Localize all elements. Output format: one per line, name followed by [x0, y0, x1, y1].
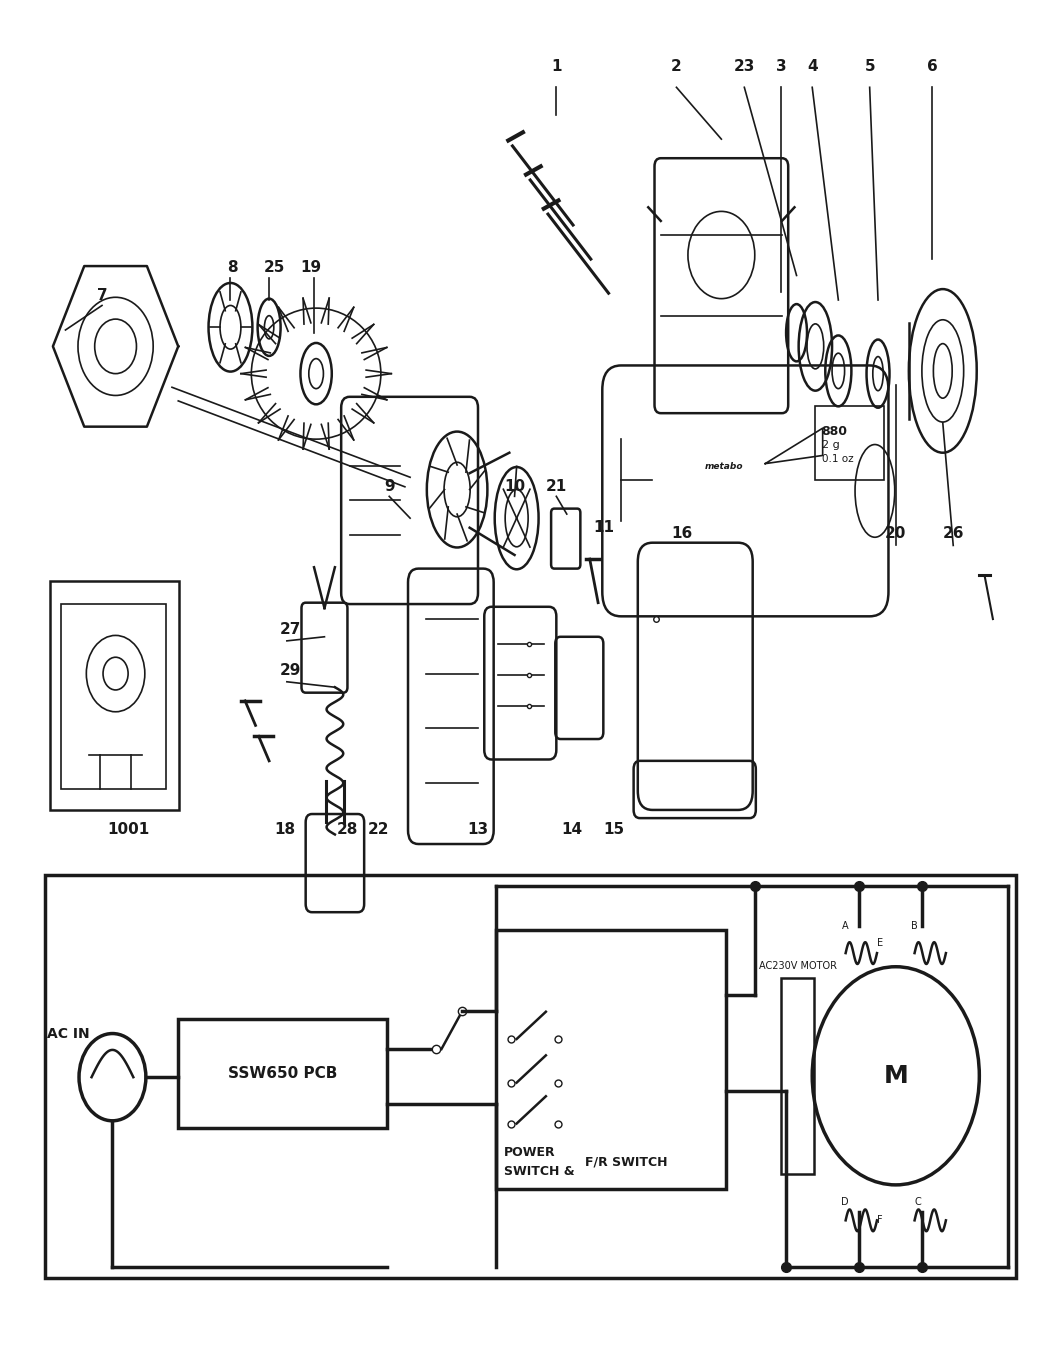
Text: SWITCH &: SWITCH & [504, 1165, 574, 1179]
Bar [781, 977, 815, 1175]
Text: POWER: POWER [504, 1146, 555, 1160]
Text: 21: 21 [546, 479, 567, 494]
Text: 1: 1 [551, 59, 562, 74]
Text: D: D [841, 1198, 849, 1207]
Text: M: M [883, 1064, 908, 1088]
Text: 2 g: 2 g [821, 441, 839, 450]
Text: 16: 16 [671, 526, 692, 541]
Text: AC230V MOTOR: AC230V MOTOR [758, 961, 837, 971]
Text: 880: 880 [821, 426, 847, 438]
Text: 10: 10 [504, 479, 525, 494]
Text: C: C [915, 1198, 921, 1207]
Text: 1001: 1001 [107, 823, 149, 838]
Text: 22: 22 [369, 823, 390, 838]
Text: SSW650 PCB: SSW650 PCB [228, 1065, 337, 1080]
Text: 26: 26 [943, 526, 964, 541]
Text: A: A [841, 920, 848, 931]
Text: 13: 13 [467, 823, 488, 838]
Text: 19: 19 [300, 260, 321, 275]
Text: 18: 18 [274, 823, 295, 838]
Text: F/R SWITCH: F/R SWITCH [585, 1155, 667, 1169]
Text: 3: 3 [776, 59, 786, 74]
Text: 9: 9 [384, 479, 395, 494]
Text: 5: 5 [864, 59, 875, 74]
Text: E: E [877, 938, 883, 949]
Text: 29: 29 [279, 663, 300, 678]
Text: 6: 6 [927, 59, 938, 74]
Text: 2: 2 [671, 59, 681, 74]
Text: AC IN: AC IN [46, 1027, 89, 1040]
Text: 8: 8 [227, 260, 238, 275]
Text: 14: 14 [562, 823, 583, 838]
Text: 0.1 oz: 0.1 oz [821, 455, 854, 464]
Text: 15: 15 [603, 823, 625, 838]
Text: 27: 27 [279, 622, 300, 637]
Text: 20: 20 [885, 526, 906, 541]
Bar [496, 930, 726, 1188]
Text: 25: 25 [264, 260, 285, 275]
Text: 11: 11 [593, 519, 614, 534]
Text: 28: 28 [337, 823, 358, 838]
Bar [44, 875, 1016, 1277]
Text: 7: 7 [97, 287, 107, 303]
Text: metabo: metabo [705, 463, 743, 471]
Text: B: B [911, 920, 918, 931]
Bar [178, 1019, 387, 1128]
Text: F: F [877, 1216, 883, 1225]
Text: 4: 4 [806, 59, 818, 74]
Text: 23: 23 [734, 59, 755, 74]
